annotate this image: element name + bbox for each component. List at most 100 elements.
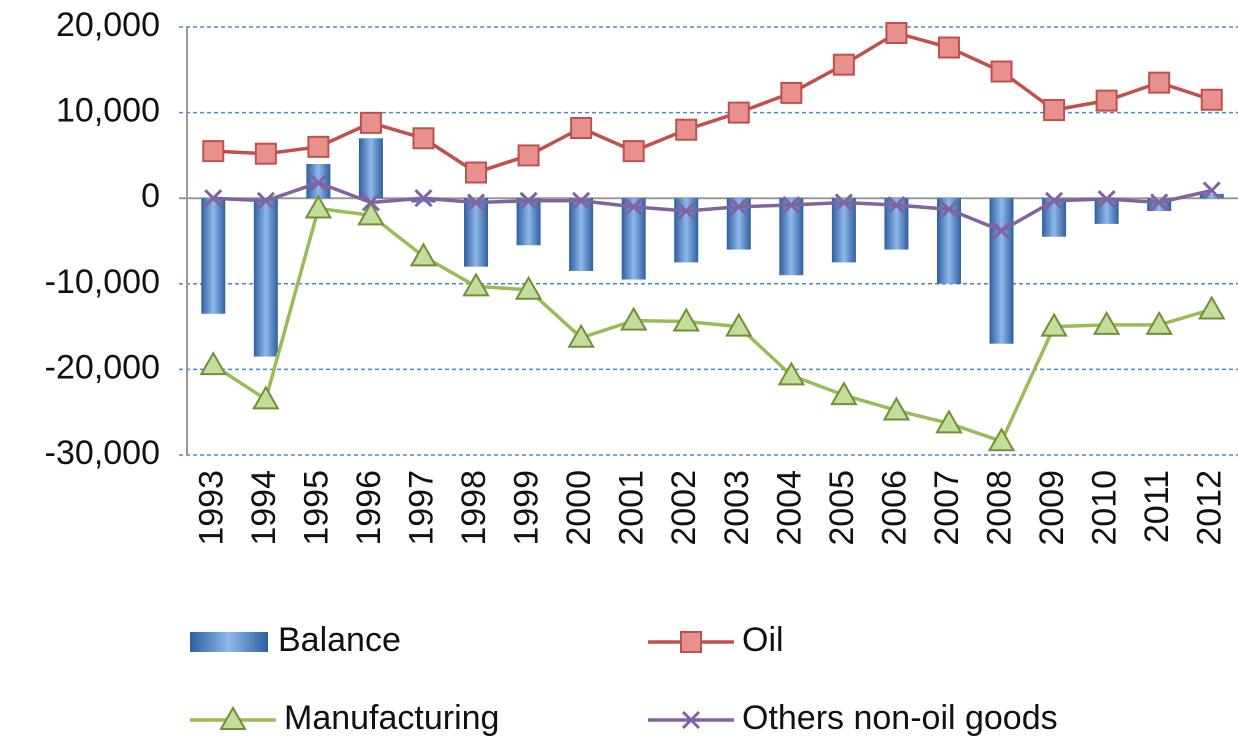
marker bbox=[466, 193, 486, 212]
marker bbox=[309, 173, 328, 192]
line bbox=[212, 206, 1213, 444]
marker bbox=[782, 195, 801, 215]
marker bbox=[619, 306, 648, 331]
marker bbox=[519, 191, 538, 210]
marker bbox=[570, 117, 593, 140]
x-tick-label: 2009 bbox=[1033, 470, 1071, 546]
marker bbox=[567, 323, 595, 348]
marker bbox=[675, 118, 698, 141]
marker bbox=[1043, 99, 1066, 122]
bar bbox=[464, 198, 489, 267]
bar bbox=[674, 198, 699, 263]
marker bbox=[414, 189, 433, 208]
marker bbox=[304, 194, 333, 219]
bar bbox=[411, 198, 436, 203]
x-tick-label: 2010 bbox=[1086, 470, 1124, 546]
marker bbox=[361, 193, 380, 212]
y-tick-label: -30,000 bbox=[45, 434, 160, 472]
marker bbox=[462, 272, 490, 297]
marker bbox=[359, 111, 382, 134]
bar bbox=[1199, 193, 1224, 199]
marker bbox=[1045, 191, 1064, 210]
marker bbox=[1095, 89, 1118, 112]
bar bbox=[621, 198, 646, 280]
x-tick-label: 1996 bbox=[350, 470, 388, 546]
marker bbox=[412, 127, 435, 150]
marker bbox=[990, 60, 1013, 83]
x-tick-label: 2007 bbox=[928, 470, 966, 546]
marker bbox=[672, 307, 700, 332]
marker bbox=[1145, 310, 1173, 335]
y-tick-label: 10,000 bbox=[56, 92, 160, 130]
marker bbox=[885, 21, 908, 44]
marker bbox=[624, 197, 643, 216]
marker bbox=[1202, 181, 1221, 200]
bar bbox=[253, 198, 278, 357]
legend-label: Balance bbox=[278, 621, 401, 659]
marker bbox=[256, 191, 275, 210]
bar bbox=[201, 198, 226, 314]
marker bbox=[199, 351, 227, 376]
x-tick-label: 1999 bbox=[508, 470, 546, 546]
y-tick-label: 20,000 bbox=[56, 6, 160, 44]
legend-item: Manufacturing bbox=[190, 699, 499, 737]
marker bbox=[832, 53, 855, 76]
x-tick-label: 2008 bbox=[981, 470, 1019, 546]
marker bbox=[1200, 88, 1223, 111]
bar bbox=[779, 198, 804, 276]
marker bbox=[409, 242, 438, 267]
x-tick-label: 2011 bbox=[1138, 470, 1176, 543]
x-tick-label: 2002 bbox=[665, 470, 703, 546]
marker bbox=[939, 200, 959, 219]
marker bbox=[882, 396, 911, 421]
line bbox=[213, 180, 1213, 233]
y-tick-label: -20,000 bbox=[45, 348, 160, 386]
marker bbox=[1148, 71, 1171, 94]
legend-item: Oil bbox=[648, 621, 784, 659]
marker bbox=[1150, 193, 1169, 212]
legend-label: Others non-oil goods bbox=[742, 699, 1058, 737]
marker bbox=[1097, 189, 1116, 209]
marker bbox=[465, 161, 488, 184]
legend-swatch bbox=[190, 632, 268, 652]
y-tick-label: -10,000 bbox=[45, 263, 160, 301]
marker bbox=[830, 381, 858, 406]
marker bbox=[780, 81, 803, 104]
bar bbox=[358, 138, 383, 199]
x-tick-label: 1997 bbox=[402, 470, 440, 546]
bar bbox=[831, 198, 856, 263]
marker bbox=[677, 201, 696, 221]
marker bbox=[935, 409, 963, 434]
marker bbox=[725, 312, 753, 337]
bar bbox=[989, 198, 1014, 344]
x-tick-label: 1993 bbox=[192, 470, 230, 546]
legend-marker bbox=[680, 631, 702, 653]
marker bbox=[987, 427, 1016, 452]
x-tick-label: 1998 bbox=[455, 470, 493, 546]
marker bbox=[729, 197, 748, 216]
legend-marker bbox=[219, 705, 247, 730]
y-tick-label: 0 bbox=[141, 177, 160, 215]
legend-item: Others non-oil goods bbox=[648, 699, 1058, 737]
marker bbox=[622, 140, 645, 163]
marker bbox=[517, 144, 540, 167]
marker bbox=[307, 135, 330, 158]
x-tick-label: 1995 bbox=[297, 470, 335, 546]
bar bbox=[569, 198, 594, 271]
legend-item: Balance bbox=[190, 621, 401, 659]
marker bbox=[887, 195, 906, 215]
marker bbox=[1197, 295, 1226, 320]
marker bbox=[357, 201, 385, 226]
marker bbox=[777, 361, 806, 386]
marker bbox=[202, 140, 225, 163]
x-tick-label: 2006 bbox=[875, 470, 913, 546]
legend-label: Manufacturing bbox=[284, 699, 499, 737]
x-tick-label: 2005 bbox=[823, 470, 861, 546]
x-tick-label: 2001 bbox=[613, 470, 651, 546]
marker bbox=[572, 191, 591, 210]
marker bbox=[727, 101, 750, 124]
legend-label: Oil bbox=[742, 621, 784, 659]
marker bbox=[834, 193, 853, 212]
